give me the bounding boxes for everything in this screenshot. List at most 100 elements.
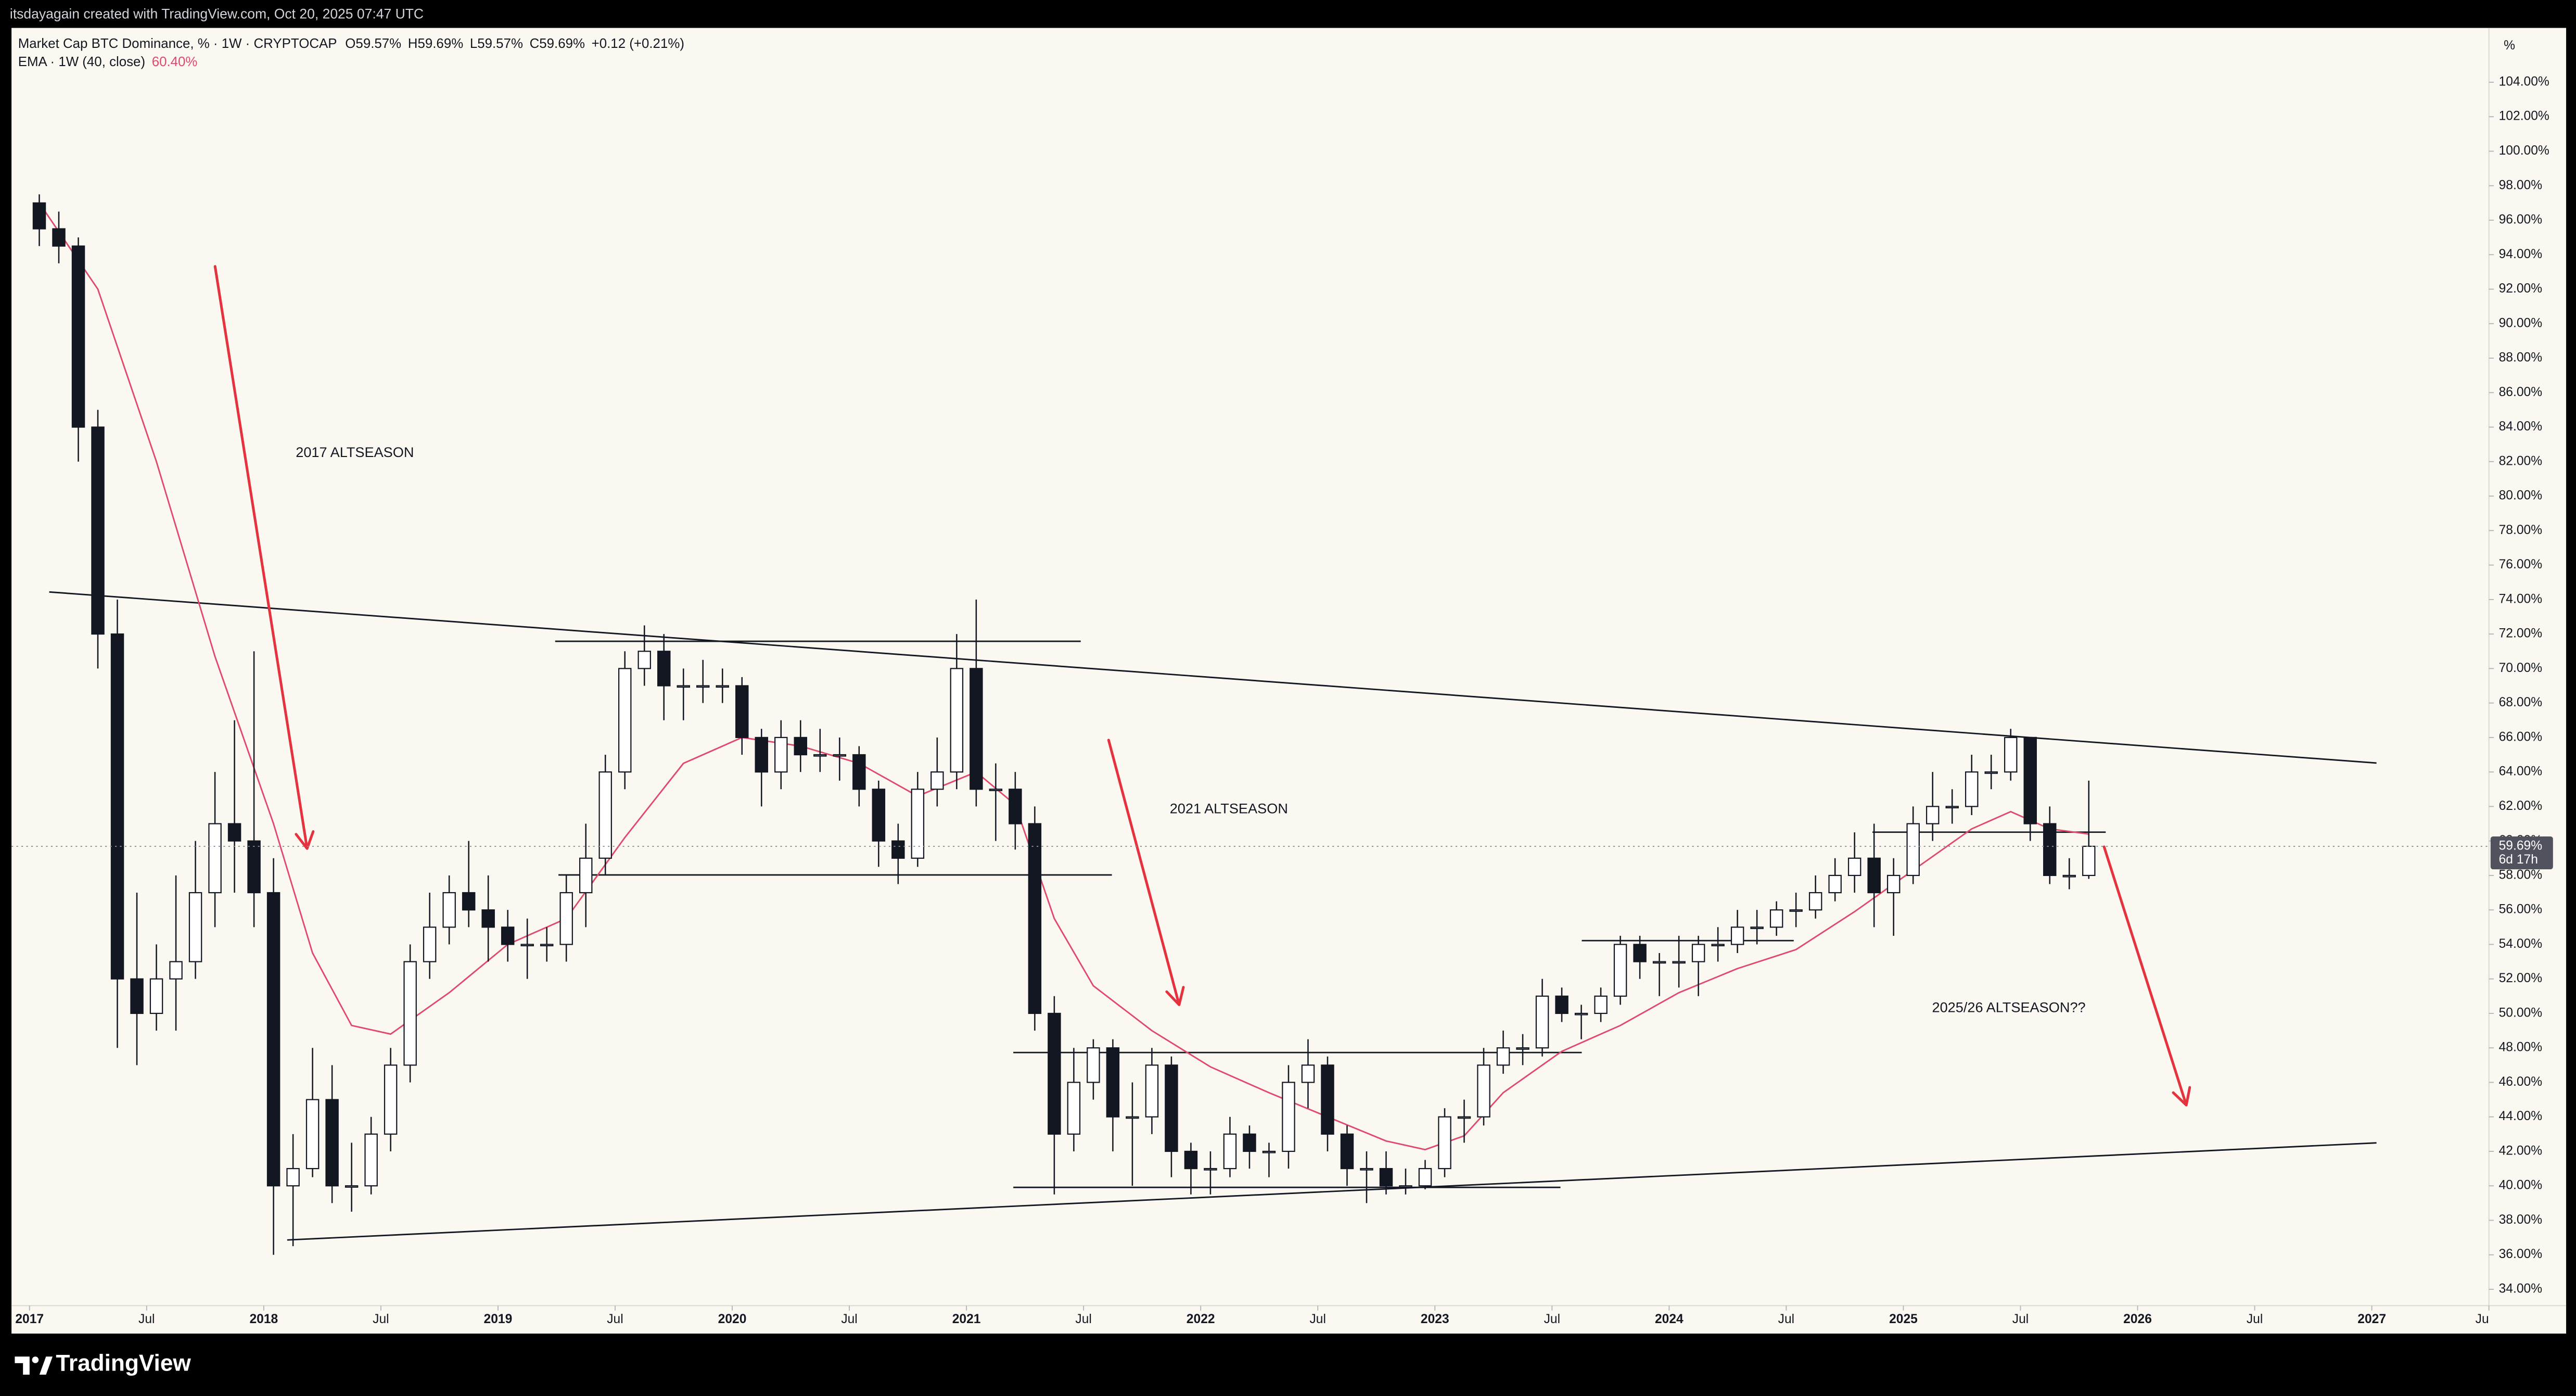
x-tick-label: Jul (2012, 1312, 2029, 1326)
candle-body (2023, 737, 2037, 824)
x-tick-label: Jul (138, 1312, 155, 1326)
candle-body (1321, 1064, 1334, 1135)
candle-body (71, 245, 85, 428)
candle-body (716, 685, 729, 688)
candle-body (1067, 1082, 1081, 1135)
candle-body (989, 789, 1003, 791)
candle-body (1906, 823, 1920, 877)
candle-body (1301, 1064, 1315, 1083)
candle-body (1496, 1047, 1510, 1066)
y-tick-label: 68.00% (2499, 695, 2542, 709)
candle-body (657, 651, 671, 687)
indicator-value: 60.40% (152, 55, 198, 69)
x-tick-label: 2021 (952, 1312, 981, 1326)
candle-body (32, 202, 46, 230)
candle-body (1730, 927, 1744, 945)
candle-body (774, 737, 788, 773)
trend-line (49, 591, 2377, 764)
y-tick-label: 104.00% (2499, 74, 2549, 88)
y-tick-label: 102.00% (2499, 109, 2549, 123)
candle-body (305, 1099, 320, 1170)
candle-body (1613, 944, 1627, 997)
x-tick-label: Jul (1778, 1312, 1794, 1326)
candle-body (1399, 1185, 1412, 1188)
candle-body (1633, 944, 1647, 962)
y-tick-label: 34.00% (2499, 1281, 2542, 1296)
candle-body (1925, 806, 1940, 824)
candle-body (1262, 1150, 1276, 1153)
candle-body (852, 754, 866, 790)
candle-body (1847, 857, 1861, 877)
candle-body (911, 789, 925, 859)
candle-body (1145, 1064, 1159, 1118)
x-tick-label: Jul (2247, 1312, 2263, 1326)
y-tick-label: 96.00% (2499, 213, 2542, 227)
y-tick-label: 58.00% (2499, 868, 2542, 882)
y-tick-label: 82.00% (2499, 454, 2542, 468)
candle-body (384, 1064, 398, 1135)
candle-body (149, 978, 163, 1014)
candle-body (1808, 892, 1822, 911)
candle-body (1555, 995, 1568, 1014)
candle-body (891, 840, 905, 859)
x-tick-label: Ju (2476, 1312, 2489, 1326)
candle-body (481, 909, 495, 928)
candle-body (696, 685, 710, 688)
candle-body (130, 978, 144, 1014)
candle-body (1516, 1047, 1529, 1050)
candle-body (1184, 1150, 1198, 1170)
legend-main: Market Cap BTC Dominance, % · 1W · CRYPT… (18, 36, 684, 51)
legend-low: L59.57% (470, 36, 523, 51)
candle-body (1769, 909, 1783, 928)
candle-body (950, 668, 964, 773)
x-tick-label: 2026 (2123, 1312, 2152, 1326)
countdown: 6d 17h (2499, 853, 2538, 867)
y-tick-label: 90.00% (2499, 316, 2542, 330)
candle-body (1574, 1012, 1588, 1016)
last-price-tag (2490, 836, 2553, 870)
candle-body (364, 1133, 378, 1187)
annotation: 2021 ALTSEASON (1170, 801, 1288, 817)
candle-body (1165, 1064, 1178, 1152)
candle-body (833, 754, 847, 757)
y-tick-label: 42.00% (2499, 1144, 2542, 1158)
candle-body (1652, 961, 1666, 964)
candle-body (1340, 1133, 1354, 1170)
y-tick-label: 84.00% (2499, 420, 2542, 434)
unit-label: % (2504, 39, 2515, 53)
candle-body (91, 426, 105, 635)
x-tick-label: 2018 (249, 1312, 278, 1326)
candle-body (872, 789, 886, 842)
candle-body (1106, 1047, 1120, 1118)
y-tick-label: 64.00% (2499, 765, 2542, 779)
y-tick-label: 52.00% (2499, 971, 2542, 985)
x-tick-label: 2017 (15, 1312, 44, 1326)
candle-body (208, 823, 222, 894)
candle-body (1828, 874, 1842, 894)
candle-body (1379, 1167, 1393, 1187)
y-tick-label: 88.00% (2499, 351, 2542, 365)
candle-body (2082, 845, 2096, 877)
candle-body (794, 737, 808, 756)
candle-body (227, 823, 241, 842)
y-tick-label: 70.00% (2499, 661, 2542, 675)
y-tick-label: 38.00% (2499, 1213, 2542, 1227)
candle-body (755, 737, 769, 773)
y-tick-label: 100.00% (2499, 144, 2549, 158)
ema-line (39, 202, 2089, 1151)
annotation: 2025/26 ALTSEASON?? (1932, 999, 2086, 1016)
candle-body (618, 668, 632, 773)
y-tick-label: 44.00% (2499, 1109, 2542, 1123)
y-tick-label: 40.00% (2499, 1178, 2542, 1192)
y-tick-label: 86.00% (2499, 385, 2542, 399)
candle-body (423, 927, 437, 962)
candle-body (1223, 1133, 1237, 1170)
indicator-name: EMA · 1W (40, close) (18, 55, 145, 69)
y-tick-label: 74.00% (2499, 592, 2542, 606)
y-tick-label: 54.00% (2499, 937, 2542, 951)
candle-body (1282, 1082, 1295, 1152)
candle-body (1789, 909, 1803, 912)
candle-body (501, 927, 515, 945)
x-tick-label: Jul (1075, 1312, 1091, 1326)
candle-body (1984, 771, 1998, 774)
